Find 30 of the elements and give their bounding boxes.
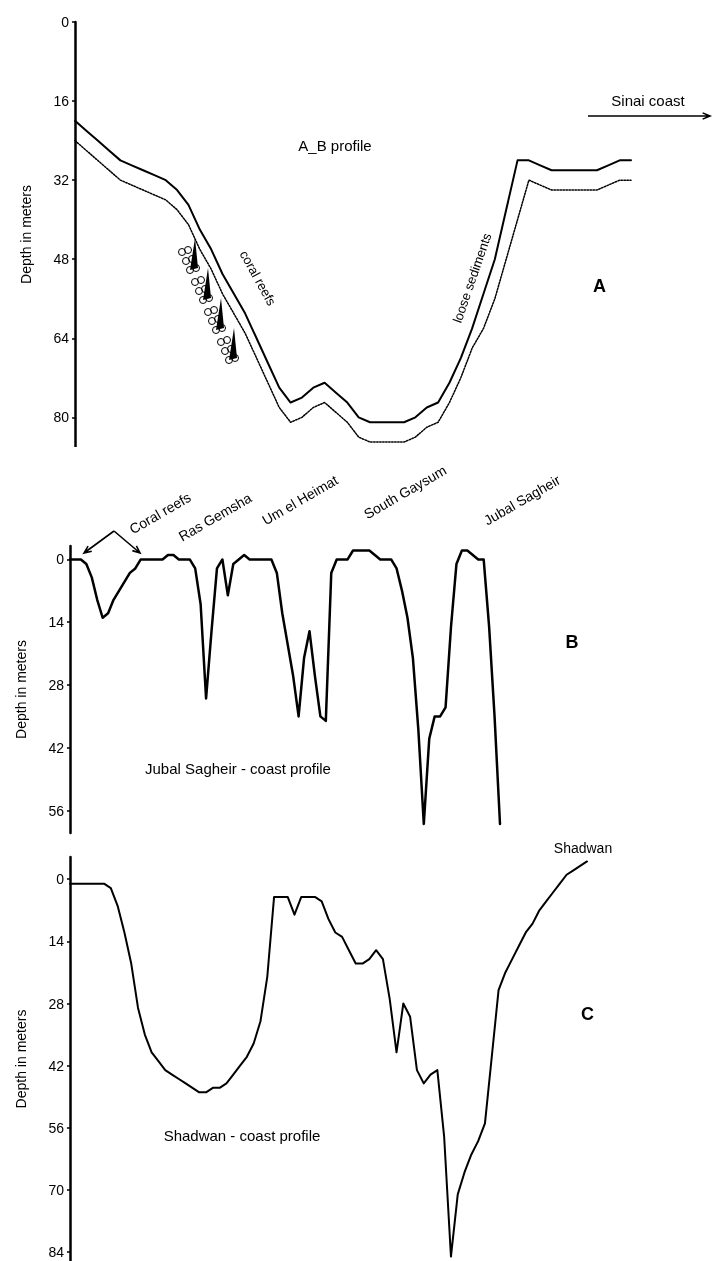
y-tick-label: 80: [53, 409, 70, 426]
text: Shadwan: [553, 840, 613, 856]
y-tick-label: 14: [48, 614, 65, 631]
annotation: A_B profile: [298, 136, 372, 154]
y-tick-label: 56: [48, 802, 65, 819]
annotation: Shadwan - coast profile: [163, 1126, 321, 1144]
y-tick-label: 84: [48, 1244, 65, 1261]
y-tick-label: 28: [48, 677, 65, 694]
y-tick-label: 14: [48, 933, 65, 950]
text: B: [565, 632, 579, 652]
y-tick-label: 70: [48, 1181, 65, 1198]
y-tick-label: 0: [56, 871, 65, 888]
annotation: coral reefs: [236, 247, 280, 309]
y-tick-label: 64: [53, 330, 70, 347]
y-tick-label: 32: [53, 172, 70, 189]
y-tick-label: 0: [56, 551, 65, 568]
annotation: Sinai coast: [611, 91, 686, 109]
y-tick-label: 28: [48, 995, 65, 1012]
y-axis-title: Depth in meters: [18, 185, 34, 284]
text: A: [593, 276, 606, 296]
y-axis-title: Depth in meters: [13, 640, 29, 739]
y-tick-label: 48: [53, 251, 70, 268]
y-tick-label: 42: [48, 739, 65, 756]
y-tick-label: 56: [48, 1119, 65, 1136]
y-axis-title: Depth in meters: [13, 1009, 29, 1109]
text: C: [581, 1004, 594, 1024]
y-tick-label: 42: [48, 1057, 65, 1074]
y-tick-label: 16: [53, 93, 70, 110]
annotation: Jubal Sagheir - coast profile: [145, 759, 331, 777]
y-tick-label: 0: [61, 14, 70, 30]
